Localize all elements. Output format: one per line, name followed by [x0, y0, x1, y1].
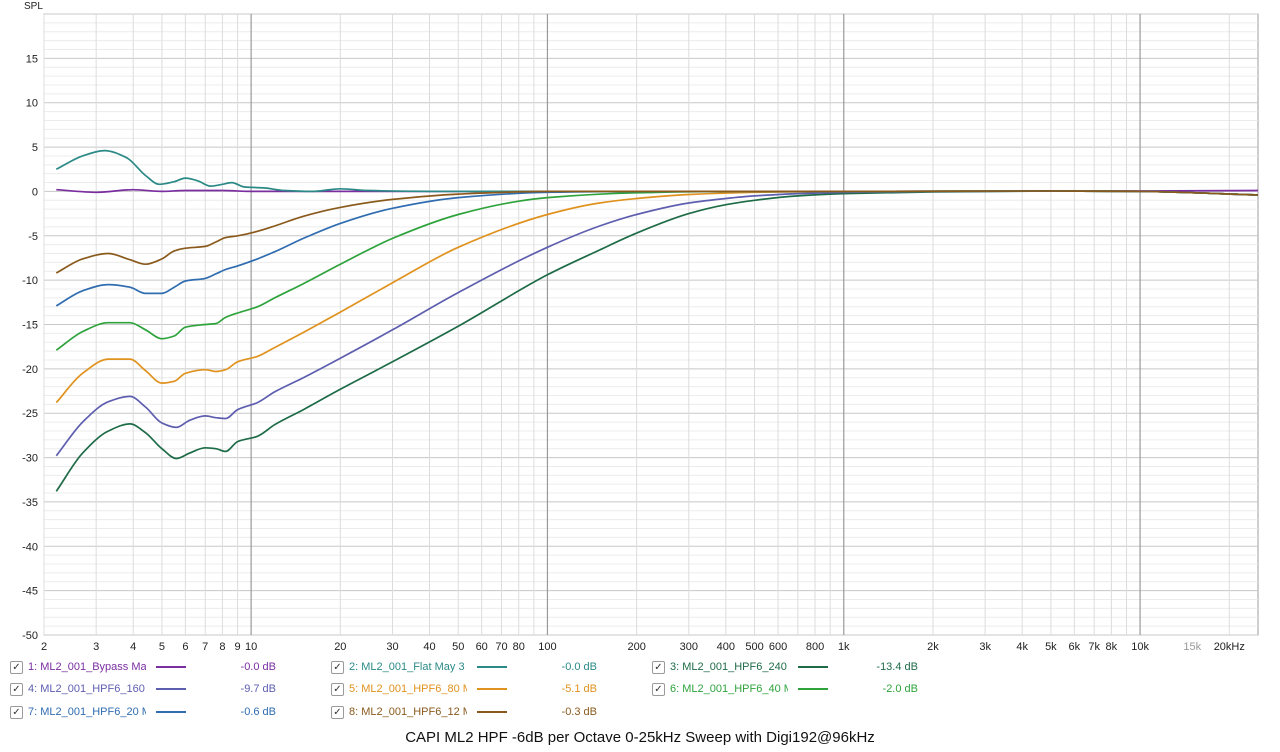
- y-tick-label: -30: [22, 453, 38, 465]
- x-tick-label: 100: [538, 641, 556, 653]
- x-tick-label: 8: [219, 641, 225, 653]
- checkbox[interactable]: ✓: [652, 682, 665, 696]
- x-tick-label: 40: [423, 641, 435, 653]
- legend-swatch: [156, 711, 186, 713]
- y-tick-label: 10: [26, 98, 38, 110]
- x-tick-label: 20kHz: [1214, 641, 1245, 653]
- y-tick-label: 15: [26, 53, 38, 65]
- y-tick-label: -50: [22, 630, 38, 642]
- legend-item-5[interactable]: ✓ 5: ML2_001_HPF6_80 May -5.1 dB: [331, 680, 597, 698]
- x-tick-label: 500: [745, 641, 763, 653]
- legend-item-2[interactable]: ✓ 2: ML2_001_Flat May 3 -0.0 dB: [331, 658, 597, 676]
- legend-label: 5: ML2_001_HPF6_80 May: [349, 683, 467, 695]
- x-tick-label: 80: [513, 641, 525, 653]
- legend-item-6[interactable]: ✓ 6: ML2_001_HPF6_40 May -2.0 dB: [652, 680, 918, 698]
- x-tick-label: 70: [495, 641, 507, 653]
- x-tick-label: 9: [234, 641, 240, 653]
- series-line-4: [55, 190, 1259, 457]
- x-tick-label: 200: [627, 641, 645, 653]
- legend-item-1[interactable]: ✓ 1: ML2_001_Bypass May 3 -0.0 dB: [10, 658, 276, 676]
- x-tick-label: 20: [334, 641, 346, 653]
- x-tick-label: 60: [476, 641, 488, 653]
- x-tick-label: 2: [41, 641, 47, 653]
- x-tick-label: 5k: [1045, 641, 1057, 653]
- checkbox[interactable]: ✓: [10, 705, 23, 719]
- checkbox[interactable]: ✓: [331, 682, 344, 696]
- legend-label: 6: ML2_001_HPF6_40 May: [670, 683, 788, 695]
- checkbox[interactable]: ✓: [331, 660, 344, 674]
- legend-value: -2.0 dB: [882, 683, 918, 695]
- checkbox[interactable]: ✓: [10, 682, 23, 696]
- legend-label: 8: ML2_001_HPF6_12 May: [349, 706, 467, 718]
- legend-label: 7: ML2_001_HPF6_20 May: [28, 706, 146, 718]
- legend-swatch: [477, 688, 507, 690]
- x-tick-label: 3k: [979, 641, 991, 653]
- legend-label: 2: ML2_001_Flat May 3: [349, 661, 465, 673]
- x-tick-label: 600: [769, 641, 787, 653]
- legend-value: -9.7 dB: [240, 683, 276, 695]
- checkbox[interactable]: ✓: [331, 705, 344, 719]
- y-tick-label: -10: [22, 275, 38, 287]
- series-lines: [55, 149, 1259, 492]
- y-axis-label: SPL: [24, 1, 43, 12]
- legend-item-4[interactable]: ✓ 4: ML2_001_HPF6_160 Ma -9.7 dB: [10, 680, 276, 698]
- legend-item-3[interactable]: ✓ 3: ML2_001_HPF6_240 Ma -13.4 dB: [652, 658, 918, 676]
- y-tick-label: -25: [22, 408, 38, 420]
- y-tick-label: 0: [32, 186, 38, 198]
- legend-swatch: [156, 666, 186, 668]
- series-line-3: [55, 190, 1259, 492]
- x-tick-label: 6k: [1069, 641, 1081, 653]
- x-tick-label: 400: [717, 641, 735, 653]
- x-tick-label: 300: [680, 641, 698, 653]
- x-tick-label: 4: [130, 641, 136, 653]
- legend-label: 4: ML2_001_HPF6_160 Ma: [28, 683, 146, 695]
- x-tick-label: 10: [245, 641, 257, 653]
- legend-value: -13.4 dB: [876, 661, 918, 673]
- y-tick-label: -35: [22, 497, 38, 509]
- x-tick-labels: 2 3 4 5 6 7 8 9 10 20 30 40 50 60 70 80 100 200 300 400 500 6…: [41, 641, 1245, 653]
- legend-value: -0.0 dB: [240, 661, 276, 673]
- x-tick-label: 10k: [1131, 641, 1149, 653]
- series-line-8: [55, 190, 1259, 274]
- chart-title: CAPI ML2 HPF -6dB per Octave 0-25kHz Swe…: [405, 729, 875, 746]
- frequency-response-chart: SPL 151050-5-10-15-20-25-30-35-40-45-50 …: [22, 1, 1259, 653]
- x-tick-label: 5: [159, 641, 165, 653]
- x-tick-label: 7k: [1088, 641, 1100, 653]
- legend: ✓ 1: ML2_001_Bypass May 3 -0.0 dB ✓ 2: M…: [0, 655, 1280, 725]
- y-tick-label: -5: [28, 231, 38, 243]
- legend-value: -0.3 dB: [561, 706, 597, 718]
- y-tick-label: -20: [22, 364, 38, 376]
- legend-value: -0.6 dB: [240, 706, 276, 718]
- x-tick-label: 15k: [1183, 641, 1201, 653]
- x-tick-label: 3: [93, 641, 99, 653]
- y-tick-label: -45: [22, 586, 38, 598]
- legend-item-8[interactable]: ✓ 8: ML2_001_HPF6_12 May -0.3 dB: [331, 703, 597, 721]
- legend-swatch: [798, 688, 828, 690]
- y-tick-label: -15: [22, 320, 38, 332]
- x-tick-label: 30: [386, 641, 398, 653]
- grid: [43, 13, 1259, 636]
- legend-label: 3: ML2_001_HPF6_240 Ma: [670, 661, 788, 673]
- x-tick-label: 6: [182, 641, 188, 653]
- legend-value: -5.1 dB: [561, 683, 597, 695]
- legend-swatch: [798, 666, 828, 668]
- x-tick-label: 50: [452, 641, 464, 653]
- y-tick-labels: 15 10 5 0 -5 -10 -15 -20 -25 -30 -35 -40 -45 -50: [22, 53, 38, 642]
- y-tick-label: -40: [22, 541, 38, 553]
- x-tick-label: 4k: [1016, 641, 1028, 653]
- legend-label: 1: ML2_001_Bypass May 3: [28, 661, 146, 673]
- legend-swatch: [477, 666, 507, 668]
- legend-value: -0.0 dB: [561, 661, 597, 673]
- legend-swatch: [156, 688, 186, 690]
- x-tick-label: 1k: [838, 641, 850, 653]
- y-tick-label: 5: [32, 142, 38, 154]
- x-tick-label: 7: [202, 641, 208, 653]
- x-tick-label: 8k: [1106, 641, 1118, 653]
- checkbox[interactable]: ✓: [10, 660, 23, 674]
- checkbox[interactable]: ✓: [652, 660, 665, 674]
- x-tick-label: 800: [806, 641, 824, 653]
- x-tick-label: 2k: [927, 641, 939, 653]
- legend-item-7[interactable]: ✓ 7: ML2_001_HPF6_20 May -0.6 dB: [10, 703, 276, 721]
- legend-swatch: [477, 711, 507, 713]
